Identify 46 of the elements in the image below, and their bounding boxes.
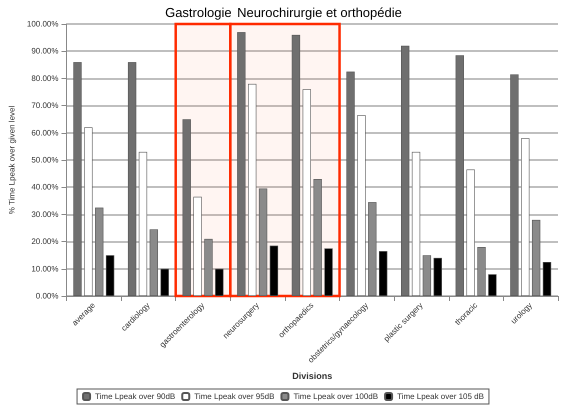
- band-label: Gastrologie: [165, 4, 232, 20]
- bar: [434, 258, 442, 296]
- legend-label: Time Lpeak over 95dB: [194, 392, 274, 401]
- bar: [215, 268, 224, 296]
- y-tick-label: 10.00%: [31, 264, 58, 274]
- bar: [521, 138, 530, 296]
- y-tick-label: 90.00%: [31, 46, 58, 56]
- y-tick-label: 20.00%: [31, 237, 58, 246]
- y-tick-label: 100.00%: [26, 20, 58, 28]
- bar: [488, 274, 497, 296]
- bar: [270, 246, 278, 296]
- bar: [346, 72, 355, 296]
- bar: [84, 127, 93, 296]
- legend-label: Time Lpeak over 105 dB: [397, 392, 484, 401]
- y-tick-label: 60.00%: [31, 128, 58, 138]
- bar: [302, 89, 311, 296]
- bar: [237, 32, 246, 296]
- bar: [292, 34, 300, 296]
- y-axis-title: % Time Lpeak over given level: [8, 106, 16, 214]
- bar: [466, 170, 475, 296]
- bar: [357, 115, 366, 296]
- legend-label: Time Lpeak over 90dB: [95, 392, 176, 401]
- bar: [324, 248, 333, 296]
- bar: [106, 255, 114, 296]
- bar: [400, 46, 410, 296]
- bar: [378, 251, 388, 296]
- bar: [542, 262, 552, 296]
- bar: [510, 74, 519, 296]
- bar: [193, 196, 202, 296]
- y-tick-label: 40.00%: [31, 182, 58, 192]
- bar: [160, 268, 169, 296]
- y-tick-label: 50.00%: [31, 156, 58, 164]
- bar: [128, 62, 136, 296]
- y-tick-label: 30.00%: [31, 210, 58, 219]
- y-tick-label: 0.00%: [36, 292, 58, 300]
- y-tick-label: 80.00%: [31, 74, 58, 83]
- y-tick-label: 70.00%: [31, 101, 58, 110]
- bar: [456, 55, 464, 296]
- x-axis-title: Divisions: [292, 370, 332, 381]
- band-label: Neurochirurgie et orthopédie: [237, 4, 402, 20]
- bar: [248, 84, 256, 296]
- legend-label: Time Lpeak over 100dB: [293, 392, 378, 401]
- bar: [138, 152, 148, 296]
- bar: [412, 152, 420, 296]
- bar: [182, 119, 191, 296]
- bar: [73, 62, 82, 296]
